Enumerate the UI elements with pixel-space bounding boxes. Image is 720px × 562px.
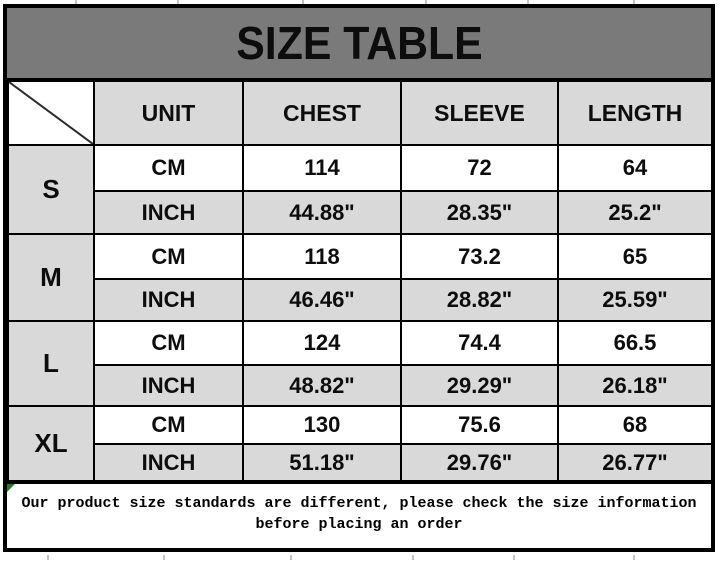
gridline-tick	[412, 555, 414, 560]
unit-label: INCH	[93, 364, 244, 407]
unit-label: INCH	[93, 190, 244, 235]
value-cell: 66.5	[557, 320, 713, 366]
header-row: UNIT CHEST SLEEVE LENGTH	[7, 80, 713, 146]
table-row: M CM 118 73.2 65	[7, 233, 713, 322]
value-cell: 73.2	[400, 233, 559, 280]
value-cell: 25.2"	[557, 190, 713, 235]
value-cell: 64	[557, 144, 713, 192]
gridline-tick	[290, 555, 292, 560]
value-cell: 28.82"	[400, 278, 559, 322]
value-cell: 51.18"	[242, 443, 402, 482]
value-cell: 68	[557, 405, 713, 445]
value-cell: 28.35"	[400, 190, 559, 235]
size-label-m: M	[7, 233, 95, 322]
unit-label: INCH	[93, 443, 244, 482]
diagonal-corner-cell	[7, 80, 95, 146]
gridline-tick	[527, 0, 529, 5]
table-row: L CM 124 74.4 66.5	[7, 320, 713, 407]
table-row: XL CM 130 75.6 68	[7, 405, 713, 482]
table-row: S CM 114 72 64	[7, 144, 713, 235]
size-label-s: S	[7, 144, 95, 235]
table-row: INCH 51.18" 29.76" 26.77"	[8, 443, 713, 482]
size-label-l: L	[7, 320, 95, 407]
col-header-chest: CHEST	[242, 80, 402, 146]
gridline-tick	[177, 0, 179, 5]
unit-label: CM	[93, 144, 244, 192]
note-line-1: Our product size standards are different…	[21, 495, 697, 512]
gridline-tick	[633, 555, 635, 560]
value-cell: 48.82"	[242, 364, 402, 407]
gridline-tick	[163, 555, 165, 560]
gridline-tick	[513, 555, 515, 560]
value-cell: 26.77"	[557, 443, 713, 482]
value-cell: 124	[242, 320, 402, 366]
unit-label: INCH	[93, 278, 244, 322]
unit-label: CM	[93, 233, 244, 280]
table-row: INCH 48.82" 29.29" 26.18"	[8, 364, 713, 407]
gridline-tick	[633, 0, 635, 5]
col-header-length: LENGTH	[557, 80, 713, 146]
gridline-tick	[75, 0, 77, 5]
size-label-xl: XL	[7, 405, 95, 482]
green-triangle-marker	[7, 484, 15, 492]
page-title: SIZE TABLE	[235, 17, 483, 69]
value-cell: 44.88"	[242, 190, 402, 235]
value-cell: 26.18"	[557, 364, 713, 407]
value-cell: 65	[557, 233, 713, 280]
unit-label: CM	[93, 405, 244, 445]
value-cell: 118	[242, 233, 402, 280]
size-table-title-bar: SIZE TABLE	[7, 8, 711, 80]
table-row: INCH 46.46" 28.82" 25.59"	[8, 278, 713, 322]
value-cell: 25.59"	[557, 278, 713, 322]
value-cell: 72	[400, 144, 559, 192]
value-cell: 75.6	[400, 405, 559, 445]
col-header-unit: UNIT	[93, 80, 244, 146]
size-grid: UNIT CHEST SLEEVE LENGTH S CM 114 72 64 …	[7, 80, 713, 482]
size-table: SIZE TABLE UNIT CHEST SLEEVE LENGTH	[3, 4, 715, 552]
gridline-tick	[302, 0, 304, 5]
value-cell: 74.4	[400, 320, 559, 366]
gridline-tick	[47, 555, 49, 560]
size-note: Our product size standards are different…	[7, 482, 711, 546]
value-cell: 29.76"	[400, 443, 559, 482]
diagonal-line-icon	[9, 82, 93, 144]
unit-label: CM	[93, 320, 244, 366]
note-line-2: before placing an order	[255, 516, 463, 533]
table-row: INCH 44.88" 28.35" 25.2"	[8, 190, 713, 235]
col-header-sleeve: SLEEVE	[400, 80, 559, 146]
value-cell: 46.46"	[242, 278, 402, 322]
gridline-tick	[425, 0, 427, 5]
value-cell: 114	[242, 144, 402, 192]
value-cell: 130	[242, 405, 402, 445]
value-cell: 29.29"	[400, 364, 559, 407]
